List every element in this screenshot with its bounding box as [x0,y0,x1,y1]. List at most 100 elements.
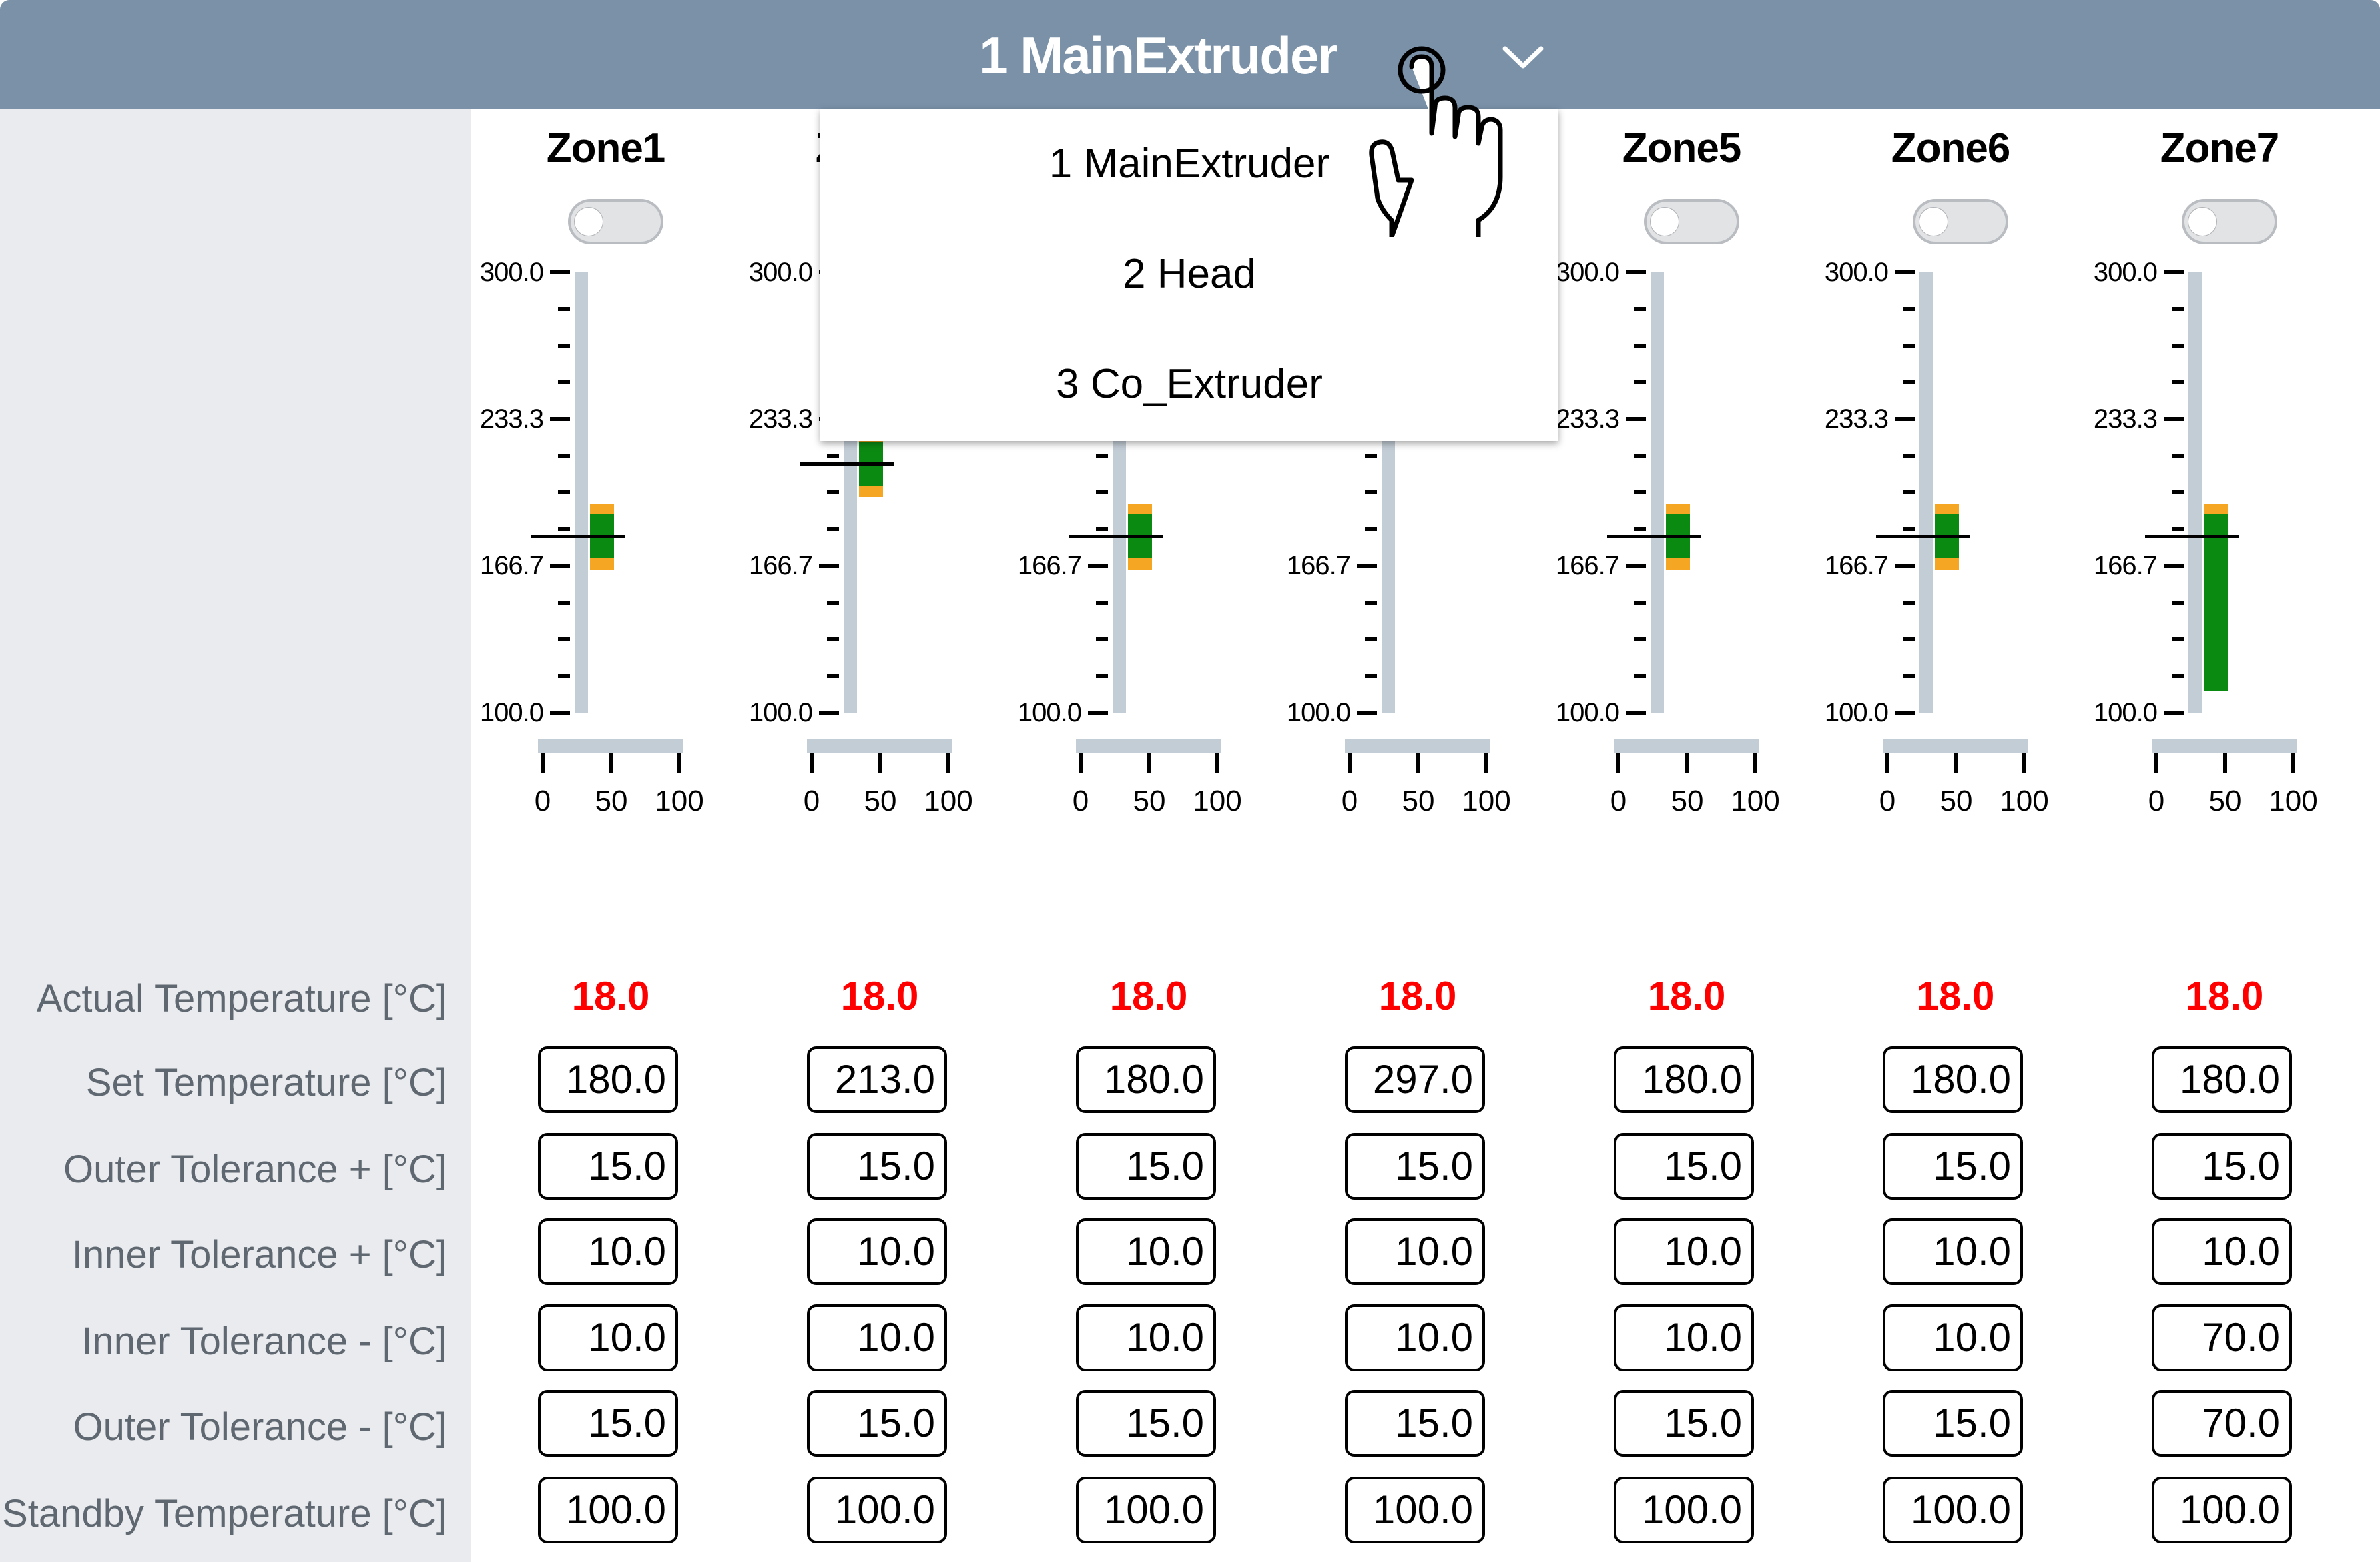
outer-plus-input[interactable]: 15.0 [1076,1133,1216,1200]
scale-label: 100.0 [1824,698,1889,727]
scale-tick [1634,380,1646,384]
output-scale-tick [1685,753,1689,773]
scale-label: 100.0 [479,698,544,727]
standby-input[interactable]: 100.0 [807,1477,947,1543]
scale-tick [1903,380,1915,384]
set-input[interactable]: 180.0 [538,1046,678,1113]
scale-tick [558,601,570,605]
scale-tick [1365,490,1377,494]
outer-plus-input[interactable]: 15.0 [2152,1133,2292,1200]
outer-minus-input[interactable]: 15.0 [1076,1390,1216,1457]
scale-tick [2172,490,2184,494]
row-label-panel: Actual Temperature [°C] Set Temperature … [0,109,471,1562]
set-input[interactable]: 180.0 [1076,1046,1216,1113]
output-scale-label: 50 [1671,785,1704,817]
header-bar[interactable]: 1 MainExtruder [0,0,2380,109]
scale-label: 166.7 [479,551,544,580]
scale-tick [1903,527,1915,531]
row-label-standby-temperature: Standby Temperature [°C] [2,1492,447,1535]
chevron-down-icon[interactable] [1500,37,1546,77]
outer-plus-input[interactable]: 15.0 [1614,1133,1754,1200]
set-input[interactable]: 180.0 [2152,1046,2292,1113]
scale-tick [550,711,570,715]
inner-plus-input[interactable]: 10.0 [538,1218,678,1285]
zone-enable-toggle[interactable] [1644,199,1739,244]
inner-minus-input[interactable]: 70.0 [2152,1304,2292,1371]
scale-tick [558,637,570,641]
outer-plus-input[interactable]: 15.0 [538,1133,678,1200]
outer-minus-input[interactable]: 15.0 [538,1390,678,1457]
inner-plus-input[interactable]: 10.0 [1076,1218,1216,1285]
inner-minus-input[interactable]: 10.0 [1076,1304,1216,1371]
output-scale-tick [1616,753,1620,773]
zone-column: Zone6 300.0 233.3 166.7 100.0 0 50 100 18.0 180.0… [1816,109,2085,1562]
dropdown-option-co-extruder[interactable]: 3 Co_Extruder [1056,361,1323,407]
scale-tick [1895,711,1915,715]
standby-input[interactable]: 100.0 [1614,1477,1754,1543]
scale-label: 100.0 [2093,698,2158,727]
scale-label: 233.3 [1824,404,1889,434]
output-scale-label: 50 [1940,785,1973,817]
scale-label: 166.7 [1555,551,1620,580]
set-input[interactable]: 213.0 [807,1046,947,1113]
outer-minus-input[interactable]: 15.0 [1883,1390,2023,1457]
inner-plus-input[interactable]: 10.0 [1345,1218,1485,1285]
outer-plus-input[interactable]: 15.0 [807,1133,947,1200]
outer-plus-input[interactable]: 15.0 [1345,1133,1485,1200]
output-scale-tick [609,753,613,773]
inner-plus-input[interactable]: 10.0 [1883,1218,2023,1285]
inner-minus-input[interactable]: 10.0 [807,1304,947,1371]
output-scale-tick [677,753,681,773]
outer-minus-input[interactable]: 15.0 [807,1390,947,1457]
inner-plus-input[interactable]: 10.0 [2152,1218,2292,1285]
temperature-gauge-bar [2188,272,2202,713]
standby-input[interactable]: 100.0 [1883,1477,2023,1543]
output-scale-label: 50 [1402,785,1435,817]
standby-input[interactable]: 100.0 [2152,1477,2292,1543]
outer-plus-input[interactable]: 15.0 [1883,1133,2023,1200]
scale-tick [2172,454,2184,458]
output-scale-label: 100 [1462,785,1511,817]
scale-label: 233.3 [2093,404,2158,434]
inner-minus-input[interactable]: 10.0 [1883,1304,2023,1371]
row-label-outer-tolerance-minus: Outer Tolerance - [°C] [73,1405,447,1449]
inner-plus-input[interactable]: 10.0 [1614,1218,1754,1285]
set-input[interactable]: 297.0 [1345,1046,1485,1113]
standby-input[interactable]: 100.0 [1345,1477,1485,1543]
output-scale-label: 0 [1610,785,1627,817]
zone-enable-toggle[interactable] [1913,199,2008,244]
actual-temperature-value: 18.0 [840,973,919,1018]
inner-minus-input[interactable]: 10.0 [538,1304,678,1371]
output-scale-label: 0 [1879,785,1896,817]
dropdown-option-head[interactable]: 2 Head [1123,251,1256,297]
outer-minus-input[interactable]: 70.0 [2152,1390,2292,1457]
zone-title: Zone1 [546,125,666,171]
inner-plus-input[interactable]: 10.0 [807,1218,947,1285]
scale-tick [1626,711,1646,715]
output-scale-tick [946,753,950,773]
output-scale-label: 100 [1193,785,1242,817]
dropdown-option-main-extruder[interactable]: 1 MainExtruder [1049,141,1330,187]
zone-enable-toggle[interactable] [2182,199,2277,244]
scale-tick [2164,270,2184,274]
temperature-gauge-bar [575,272,588,713]
outer-minus-input[interactable]: 15.0 [1614,1390,1754,1457]
scale-tick [1088,711,1108,715]
extruder-dropdown-menu[interactable]: 1 MainExtruder 2 Head 3 Co_Extruder [820,109,1558,441]
output-scale-label: 0 [803,785,820,817]
set-input[interactable]: 180.0 [1883,1046,2023,1113]
standby-input[interactable]: 100.0 [538,1477,678,1543]
zone-enable-toggle[interactable] [568,199,663,244]
set-input[interactable]: 180.0 [1614,1046,1754,1113]
standby-input[interactable]: 100.0 [1076,1477,1216,1543]
scale-tick [827,637,839,641]
output-scale-tick [2154,753,2158,773]
inner-minus-input[interactable]: 10.0 [1345,1304,1485,1371]
scale-tick [1365,601,1377,605]
inner-minus-input[interactable]: 10.0 [1614,1304,1754,1371]
scale-tick [1365,454,1377,458]
outer-minus-input[interactable]: 15.0 [1345,1390,1485,1457]
extruder-selector-title[interactable]: 1 MainExtruder [979,26,1337,85]
scale-label: 100.0 [1555,698,1620,727]
scale-tick [2172,344,2184,348]
